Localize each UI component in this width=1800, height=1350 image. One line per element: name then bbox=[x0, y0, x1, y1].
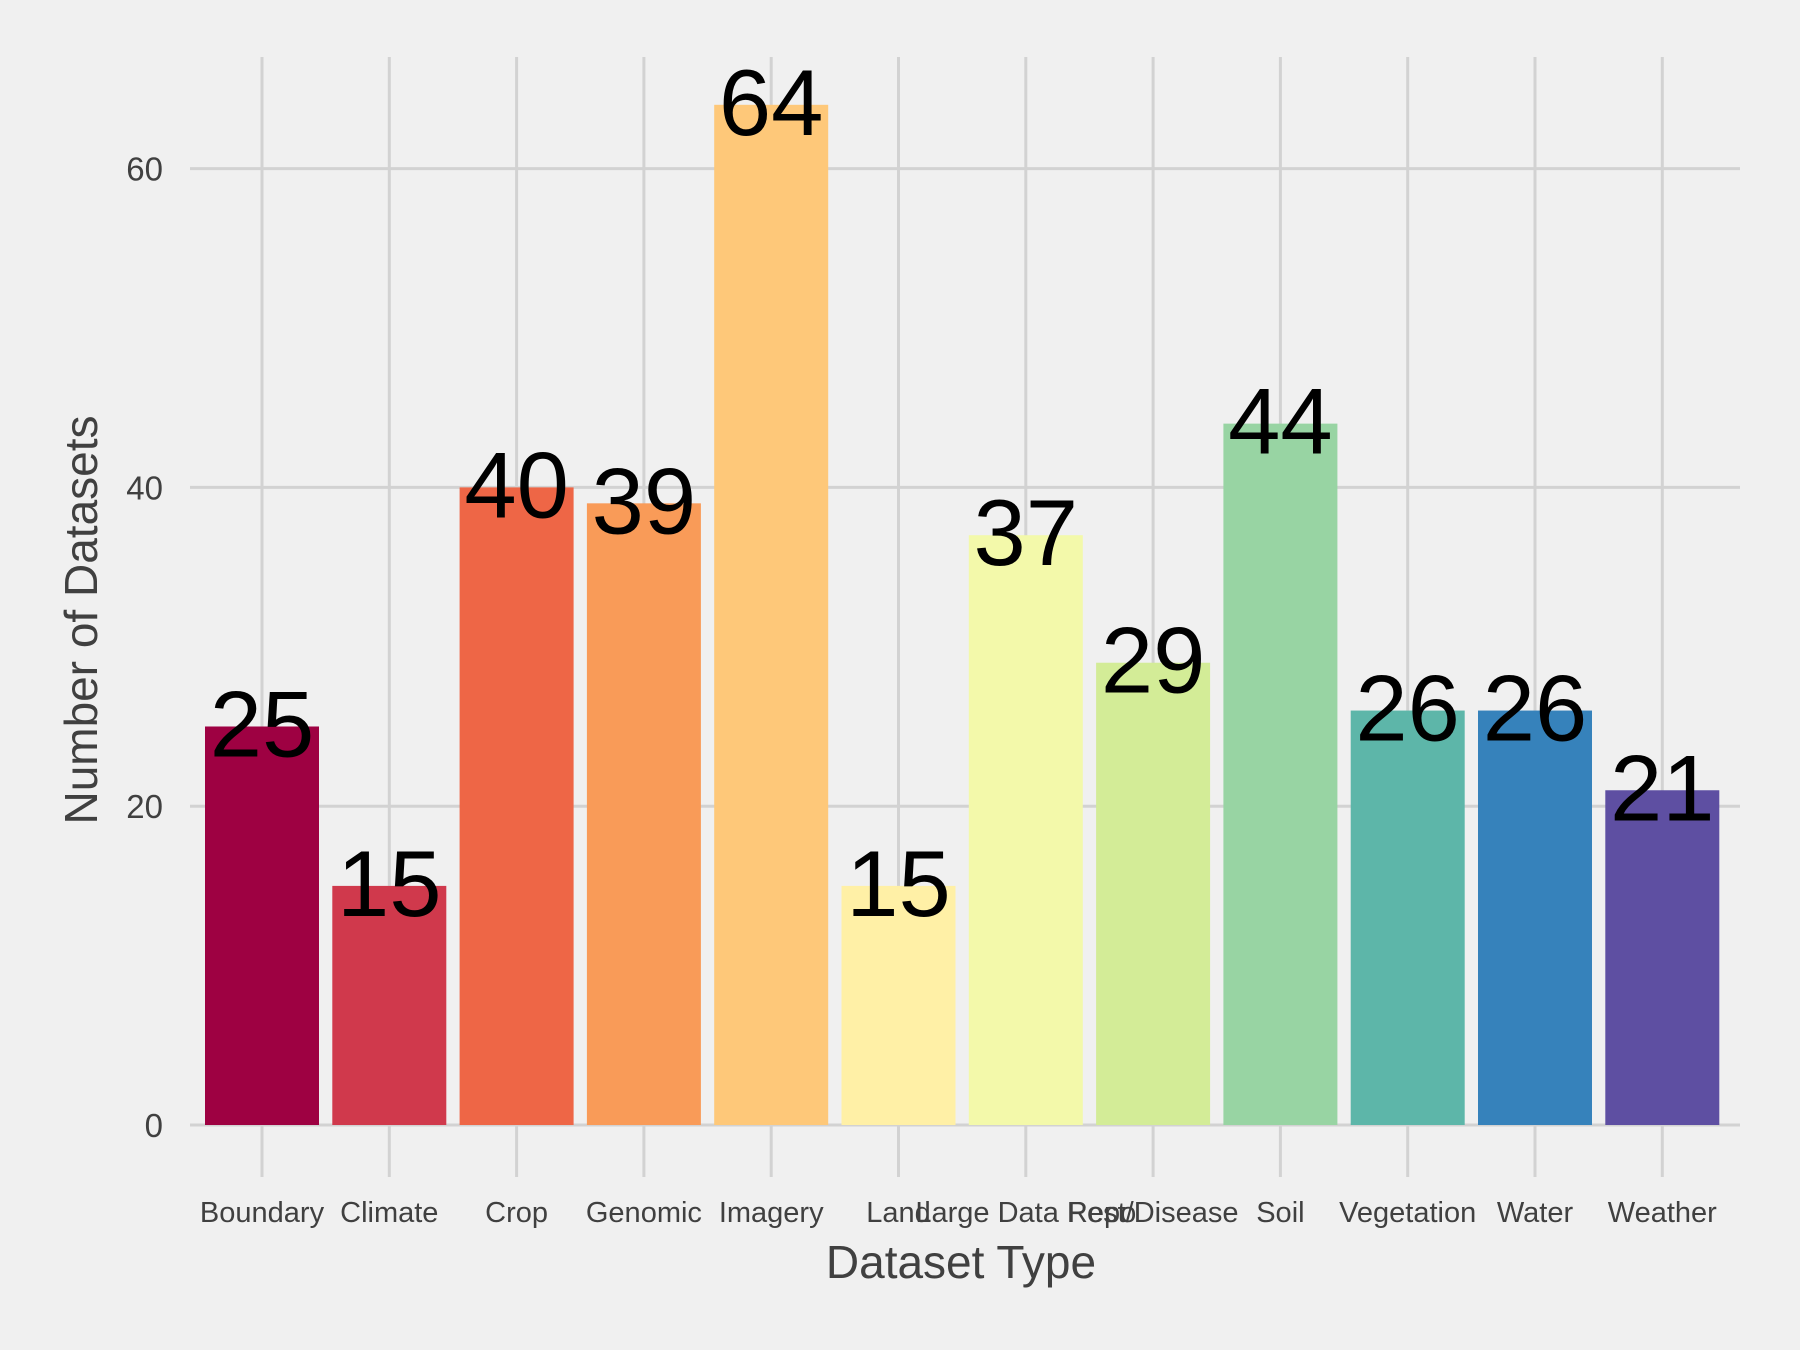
bar-value-label: 37 bbox=[974, 480, 1079, 585]
bar bbox=[968, 535, 1083, 1125]
x-tick-label: Vegetation bbox=[1339, 1197, 1476, 1229]
bar-value-label: 15 bbox=[337, 831, 442, 936]
y-tick-label: 20 bbox=[126, 788, 163, 825]
x-axis-title: Dataset Type bbox=[826, 1236, 1096, 1288]
x-tick-label: Weather bbox=[1608, 1197, 1717, 1229]
bar-value-label: 15 bbox=[846, 831, 951, 936]
x-tick-label: Pest/Disease bbox=[1068, 1197, 1239, 1229]
y-tick-label: 60 bbox=[126, 151, 163, 188]
x-tick-label: Land bbox=[866, 1197, 931, 1229]
x-tick-label: Genomic bbox=[586, 1197, 702, 1229]
bar bbox=[841, 885, 956, 1125]
x-tick-label: Climate bbox=[340, 1197, 438, 1229]
bar bbox=[714, 104, 829, 1125]
bar bbox=[1223, 423, 1338, 1126]
x-tick-label: Water bbox=[1497, 1197, 1574, 1229]
y-axis-title: Number of Datasets bbox=[55, 415, 107, 824]
bar bbox=[1478, 710, 1592, 1125]
x-tick-label: Large Data Repo bbox=[915, 1197, 1136, 1229]
x-tick-label: Soil bbox=[1256, 1197, 1304, 1229]
bar-value-label: 26 bbox=[1483, 656, 1588, 761]
bar bbox=[205, 726, 319, 1125]
bar-value-label: 26 bbox=[1355, 656, 1460, 761]
x-axis-ticks: Boundary Climate Crop Genomic Imagery LandLar… bbox=[200, 1197, 1717, 1229]
bar-value-label: 25 bbox=[210, 671, 315, 776]
bars bbox=[205, 104, 1720, 1126]
bar bbox=[1605, 790, 1720, 1125]
bar-value-label: 21 bbox=[1610, 735, 1715, 840]
bar bbox=[1096, 662, 1211, 1125]
bar-value-label: 39 bbox=[592, 448, 697, 553]
y-tick-label: 0 bbox=[145, 1107, 163, 1144]
y-axis-ticks: 0 20 40 60 bbox=[126, 151, 163, 1144]
bar-value-label: 29 bbox=[1101, 608, 1206, 713]
bar bbox=[1350, 710, 1465, 1125]
bar-value-label: 44 bbox=[1228, 369, 1333, 474]
bar-value-label: 64 bbox=[719, 50, 824, 155]
bar bbox=[332, 885, 447, 1125]
bar bbox=[586, 503, 701, 1125]
x-tick-label: Boundary bbox=[200, 1197, 325, 1229]
bar bbox=[459, 487, 574, 1125]
x-tick-label: Crop bbox=[485, 1197, 548, 1229]
bar-value-label: 40 bbox=[464, 432, 569, 537]
y-tick-label: 40 bbox=[126, 469, 163, 506]
x-tick-label: Imagery bbox=[719, 1197, 824, 1229]
